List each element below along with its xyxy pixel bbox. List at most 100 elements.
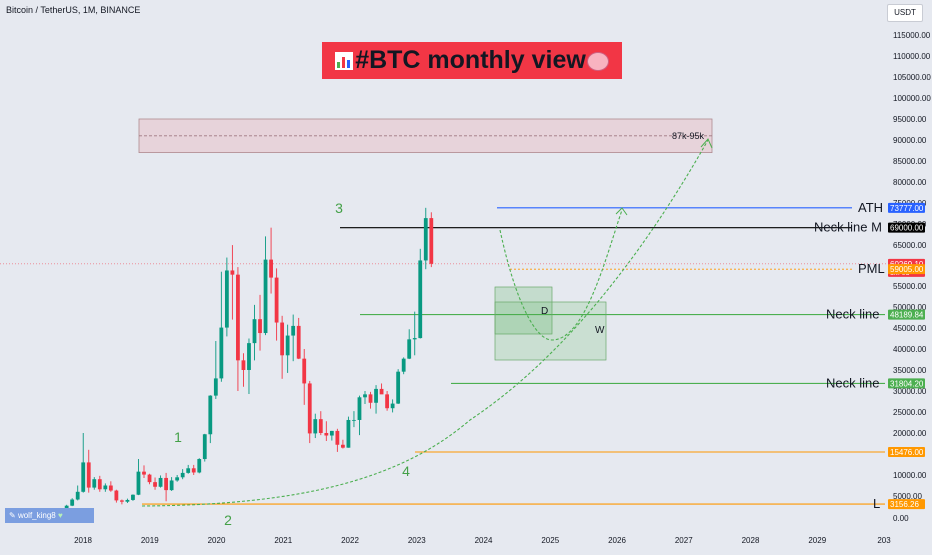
candle-body bbox=[274, 277, 279, 323]
price-axis-tick: 35000.00 bbox=[893, 366, 927, 375]
candle-body bbox=[75, 491, 80, 500]
price-tag-label: 73777.00 bbox=[890, 204, 924, 213]
candle-body bbox=[175, 477, 180, 481]
projection-curve-short bbox=[499, 209, 623, 341]
time-axis-tick: 2027 bbox=[675, 536, 693, 545]
candle-body bbox=[208, 395, 213, 435]
candle-body bbox=[396, 371, 401, 404]
level-label: PML bbox=[858, 261, 885, 276]
candle-body bbox=[357, 397, 362, 420]
time-axis-tick: 2021 bbox=[274, 536, 292, 545]
currency-button[interactable]: USDT bbox=[887, 4, 923, 22]
candle-body bbox=[136, 471, 141, 495]
candle-body bbox=[385, 394, 389, 409]
price-axis-tick: 95000.00 bbox=[893, 115, 927, 124]
price-axis-tick: 40000.00 bbox=[893, 345, 927, 354]
candle-body bbox=[81, 462, 86, 492]
candle-body bbox=[412, 338, 417, 340]
level-label: Neck line M bbox=[814, 220, 882, 235]
wave-label: 4 bbox=[402, 463, 410, 479]
candle-body bbox=[131, 494, 135, 500]
price-tag-box bbox=[888, 222, 925, 233]
price-tag-label: 3156.26 bbox=[890, 500, 919, 509]
candle-body bbox=[236, 274, 240, 361]
candle-body bbox=[296, 325, 301, 359]
candle-body bbox=[142, 471, 146, 475]
time-axis-tick: 2025 bbox=[541, 536, 559, 545]
price-axis-tick: 80000.00 bbox=[893, 178, 927, 187]
price-tag-box bbox=[888, 378, 925, 389]
candle-body bbox=[291, 325, 296, 336]
candle-body bbox=[269, 259, 273, 278]
candle-body bbox=[164, 477, 168, 491]
pattern-box-w bbox=[494, 301, 607, 361]
projection-curve-long bbox=[141, 139, 709, 507]
candle-body bbox=[241, 360, 246, 370]
price-axis-tick: 115000.00 bbox=[893, 31, 931, 40]
candle-body bbox=[401, 358, 406, 372]
price-tag-box bbox=[888, 309, 925, 320]
time-axis-tick: 2028 bbox=[742, 536, 760, 545]
price-axis-tick: 5000.00 bbox=[893, 492, 922, 501]
candle-body bbox=[429, 218, 434, 264]
candle-body bbox=[368, 394, 373, 403]
candle-body bbox=[103, 485, 108, 490]
time-axis-tick: 2023 bbox=[408, 536, 426, 545]
candle-body bbox=[280, 322, 285, 356]
candle-body bbox=[70, 499, 75, 506]
time-axis-tick: 2018 bbox=[74, 536, 92, 545]
candle-body bbox=[186, 468, 191, 473]
candle-body bbox=[191, 468, 196, 473]
price-axis-tick: 100000.00 bbox=[893, 94, 931, 103]
pattern-label-d: D bbox=[541, 306, 548, 317]
price-tag-label: 59005.00 bbox=[890, 265, 924, 274]
candle-body bbox=[313, 419, 318, 434]
pattern-label-w: W bbox=[595, 325, 605, 336]
candle-body bbox=[418, 260, 423, 339]
chart-banner: #BTC monthly view bbox=[322, 42, 622, 79]
wave-label: 3 bbox=[335, 200, 343, 216]
price-axis-tick: 0.00 bbox=[893, 514, 909, 523]
level-label: Neck line bbox=[826, 375, 879, 390]
candle-body bbox=[86, 462, 91, 488]
candle-body bbox=[329, 430, 334, 436]
candle-body bbox=[263, 259, 268, 334]
wave-label: 2 bbox=[224, 512, 232, 528]
time-axis-tick: 2024 bbox=[475, 536, 493, 545]
brain-emoji-icon bbox=[586, 51, 609, 71]
time-axis-tick: 2029 bbox=[808, 536, 826, 545]
candle-body bbox=[302, 358, 307, 384]
candle-body bbox=[341, 444, 345, 448]
candle-body bbox=[258, 319, 262, 334]
price-tag-box bbox=[888, 499, 925, 510]
price-axis-tick: 45000.00 bbox=[893, 324, 927, 333]
price-axis-tick: 105000.00 bbox=[893, 73, 931, 82]
candle-body bbox=[335, 430, 340, 445]
price-axis-tick: 85000.00 bbox=[893, 157, 927, 166]
price-tag-label: 48189.84 bbox=[890, 311, 924, 320]
candle-body bbox=[352, 419, 356, 421]
level-label: L bbox=[873, 496, 880, 511]
candle-body bbox=[219, 327, 224, 379]
target-zone-label: 87k-95k bbox=[672, 131, 705, 141]
price-axis-tick: 50000.00 bbox=[893, 303, 927, 312]
time-axis-tick: 2020 bbox=[208, 536, 226, 545]
candle-body bbox=[230, 270, 235, 275]
price-axis-tick: 110000.00 bbox=[893, 52, 931, 61]
price-tag-label: 15476.00 bbox=[890, 448, 924, 457]
candle-body bbox=[363, 394, 367, 398]
candle-body bbox=[390, 403, 395, 409]
candle-body bbox=[158, 477, 163, 487]
candle-body bbox=[197, 459, 202, 473]
price-axis-tick: 65000.00 bbox=[893, 241, 927, 250]
level-label: Neck line bbox=[826, 307, 879, 322]
candle-body bbox=[224, 270, 229, 328]
price-tag-label: 31804.20 bbox=[890, 379, 924, 388]
author-watermark: ✎ wolf_king8 ♥ bbox=[5, 508, 94, 523]
candle-body bbox=[147, 474, 152, 483]
price-axis-tick: 90000.00 bbox=[893, 136, 927, 145]
candle-body bbox=[97, 479, 102, 490]
candle-body bbox=[114, 490, 119, 501]
